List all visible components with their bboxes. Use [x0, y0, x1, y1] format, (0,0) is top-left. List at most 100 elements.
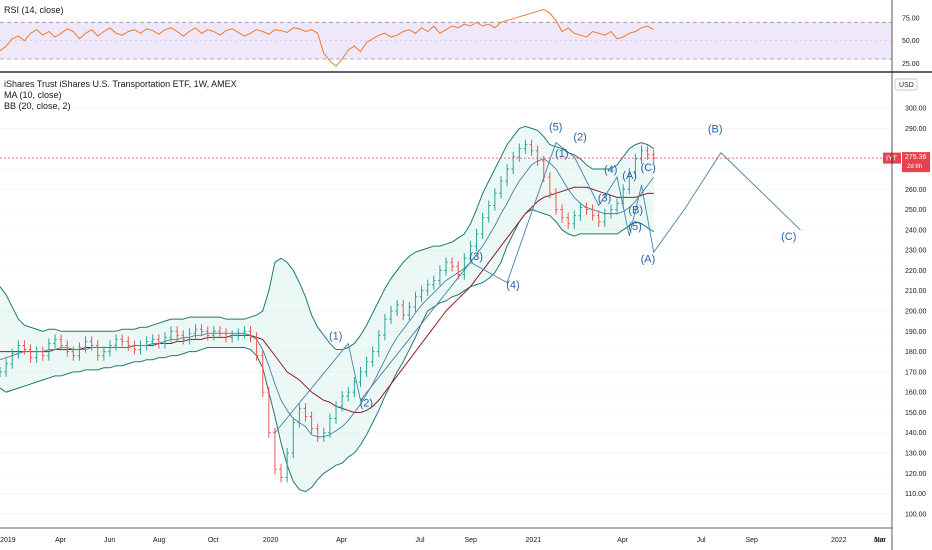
elliott-wave-path [274, 141, 801, 434]
price-y-axis: 300.00 290.00 260.00 250.00 240.00 230.00 220.… [905, 106, 927, 519]
price-bar [462, 253, 467, 280]
price-bar [157, 334, 161, 349]
rsi-y-axis: 75.00 50.00 25.00 [902, 15, 920, 68]
wave-label: (3) [470, 251, 483, 263]
price-bar [199, 324, 204, 337]
indicator-bb[interactable]: BB (20, close, 2) [4, 101, 71, 111]
currency-badge[interactable]: USD [894, 78, 918, 91]
price-bar [352, 376, 357, 398]
price-bar [71, 346, 76, 361]
wave-label: (B) [628, 205, 643, 217]
price-bar [260, 350, 265, 398]
price-bar [10, 348, 15, 369]
time-tick: Jul [697, 537, 706, 544]
rsi-line [0, 8, 654, 68]
price-bar [224, 328, 228, 343]
price-value: 275.36 [905, 154, 927, 161]
price-bar [187, 328, 192, 345]
price-bar [376, 330, 381, 357]
price-bar [431, 275, 436, 290]
price-bar [328, 413, 332, 438]
price-bar [633, 153, 638, 179]
time-tick: Sep [464, 537, 477, 544]
price-bar [419, 285, 424, 302]
price-bar [395, 299, 399, 317]
price-bar [205, 326, 210, 341]
price-bar [175, 326, 179, 341]
price-bar [389, 305, 393, 325]
price-bar [364, 356, 369, 377]
indicator-ma[interactable]: MA (10, close) [4, 90, 62, 100]
price-bar [444, 257, 448, 276]
bollinger-fill [0, 126, 654, 492]
wave-label: (5) [628, 221, 641, 233]
price-bar [169, 326, 173, 343]
price-bar [645, 145, 650, 160]
price-bar [34, 346, 39, 363]
price-pane: (1) (2) (3) (4) (5) (1) (2) (3) (4) (A) (C) (B) (5) (… [0, 78, 930, 544]
price-bar [144, 336, 149, 351]
rsi-pane: RSI (14, close) 75.00 50.00 25.00 [0, 5, 920, 68]
svg-text:USD: USD [899, 82, 914, 89]
price-y-tick: 190.00 [905, 329, 927, 336]
rsi-y-tick: 25.00 [902, 61, 920, 68]
price-y-tick: 290.00 [905, 126, 927, 133]
price-bar [486, 200, 491, 223]
wave-label: (A) [622, 170, 637, 182]
price-y-tick: 100.00 [905, 511, 927, 518]
elliott-wave-labels: (1) (2) (3) (4) (5) (1) (2) (3) (4) (A) (C) (B) (5) (… [329, 121, 796, 409]
price-bar [163, 332, 167, 349]
grid [0, 107, 892, 515]
time-tick: Oct [208, 537, 219, 544]
price-y-tick: 170.00 [905, 369, 927, 376]
price-bar [566, 212, 570, 229]
price-bar [309, 411, 314, 434]
price-bar [584, 202, 589, 215]
price-bar [285, 447, 289, 483]
price-bar [529, 139, 534, 156]
price-bar [480, 212, 485, 239]
price-bar [273, 427, 277, 475]
time-tick: Apr [336, 537, 348, 544]
price-bar [590, 204, 595, 221]
wave-label: (C) [781, 231, 796, 243]
price-bar [126, 336, 131, 351]
price-bar [340, 391, 344, 412]
price-bar [450, 257, 454, 272]
price-bar [474, 228, 479, 252]
time-tick: Jul [416, 537, 425, 544]
price-bar [425, 279, 430, 296]
price-bar [83, 336, 88, 353]
time-tick: Sep [745, 537, 758, 544]
wave-label: (C) [641, 162, 656, 174]
time-tick: Aug [153, 537, 166, 544]
time-tick: Jun [874, 537, 885, 544]
price-bar [181, 330, 186, 345]
main-title: iShares Trust iShares U.S. Transportatio… [4, 79, 237, 89]
price-bar [218, 326, 222, 339]
price-bar [150, 334, 155, 347]
price-bar [77, 342, 82, 361]
price-bar [4, 358, 8, 377]
price-bar [438, 265, 442, 286]
price-bar [639, 145, 644, 164]
price-bar [370, 346, 375, 367]
wave-label: (5) [549, 121, 562, 133]
price-bar [511, 151, 516, 175]
price-y-tick: 220.00 [905, 268, 927, 275]
price-bar [108, 340, 112, 357]
price-bar [609, 204, 613, 219]
price-y-tick: 200.00 [905, 309, 927, 316]
price-bar [627, 167, 632, 195]
wave-label: (4) [506, 280, 519, 292]
bollinger-lower [0, 209, 655, 493]
price-bar [248, 326, 253, 343]
price-bar [303, 403, 308, 422]
price-bar [615, 198, 619, 215]
price-bar [334, 401, 338, 424]
price-bar [120, 334, 124, 347]
price-bar [279, 464, 283, 483]
price-bar [603, 208, 607, 227]
price-bar [499, 176, 503, 199]
